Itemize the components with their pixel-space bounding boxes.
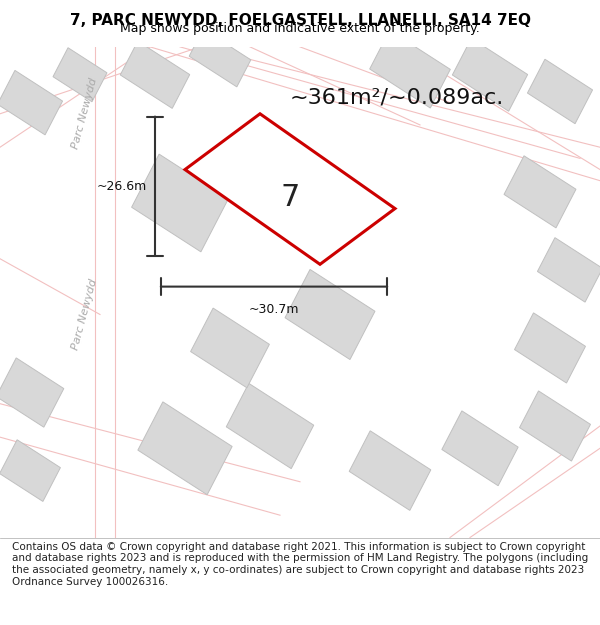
Polygon shape <box>520 391 590 461</box>
Polygon shape <box>131 154 229 252</box>
Polygon shape <box>452 38 527 111</box>
Text: 7, PARC NEWYDD, FOELGASTELL, LLANELLI, SA14 7EQ: 7, PARC NEWYDD, FOELGASTELL, LLANELLI, S… <box>70 13 530 28</box>
Polygon shape <box>527 59 593 124</box>
Polygon shape <box>0 440 61 501</box>
Polygon shape <box>185 114 395 264</box>
Polygon shape <box>0 358 64 428</box>
Polygon shape <box>226 383 314 469</box>
Text: Parc Newydd: Parc Newydd <box>71 77 99 151</box>
Text: Map shows position and indicative extent of the property.: Map shows position and indicative extent… <box>120 22 480 35</box>
Text: ~30.7m: ~30.7m <box>249 303 299 316</box>
Polygon shape <box>504 156 576 228</box>
Polygon shape <box>349 431 431 511</box>
Text: Parc Newydd: Parc Newydd <box>71 278 99 351</box>
Polygon shape <box>515 313 586 383</box>
Polygon shape <box>0 71 62 135</box>
Polygon shape <box>189 29 251 87</box>
Polygon shape <box>120 41 190 108</box>
Polygon shape <box>538 238 600 302</box>
Polygon shape <box>191 308 269 388</box>
Text: ~26.6m: ~26.6m <box>97 180 147 192</box>
Text: ~361m²/~0.089ac.: ~361m²/~0.089ac. <box>290 87 504 107</box>
Text: 7: 7 <box>280 183 299 212</box>
Polygon shape <box>285 269 375 359</box>
Polygon shape <box>138 402 232 495</box>
Polygon shape <box>442 411 518 486</box>
Polygon shape <box>53 48 107 102</box>
Polygon shape <box>370 31 451 108</box>
Text: Contains OS data © Crown copyright and database right 2021. This information is : Contains OS data © Crown copyright and d… <box>12 542 588 587</box>
